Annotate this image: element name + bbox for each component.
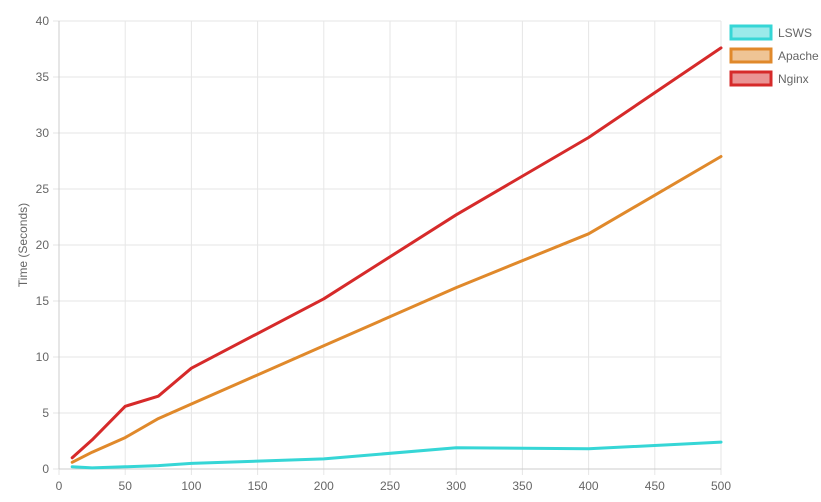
legend-label-apache: Apache [778,49,819,63]
x-tick-label: 0 [56,479,63,493]
legend-item-nginx[interactable]: Nginx [729,70,809,87]
series-lines [70,46,723,470]
y-tick-label: 40 [36,14,50,28]
x-tick-label: 450 [645,479,665,493]
legend-item-apache[interactable]: Apache [729,47,819,64]
y-tick-label: 35 [36,70,50,84]
series-line-nginx [70,46,723,460]
y-tick-label: 0 [42,462,49,476]
legend-swatch-apache [729,47,773,64]
series-line-apache [70,155,723,464]
x-tick-label: 100 [181,479,201,493]
legend[interactable]: LSWS Apache Nginx [729,24,819,87]
x-tick-label: 250 [380,479,400,493]
y-tick-label: 25 [36,182,50,196]
x-tick-label: 500 [711,479,731,493]
y-tick-label: 5 [42,406,49,420]
grid-lines [53,20,722,475]
y-tick-label: 30 [36,126,50,140]
y-tick-label: 20 [36,238,50,252]
legend-label-nginx: Nginx [778,72,809,86]
x-tick-label: 50 [119,479,133,493]
legend-swatch-nginx [729,70,773,87]
x-tick-label: 300 [446,479,466,493]
y-axis-title: Time (Seconds) [16,203,30,287]
x-tick-label: 150 [248,479,268,493]
y-tick-label: 10 [36,350,50,364]
legend-label-lsws: LSWS [778,26,812,40]
x-tick-label: 350 [512,479,532,493]
y-tick-label: 15 [36,294,50,308]
axes: 0 50 100 150 200 250 300 350 400 450 500 0 5 10 15 20 25… [36,14,732,493]
x-tick-label: 400 [579,479,599,493]
x-tick-label: 200 [314,479,334,493]
series-line-lsws [70,440,723,470]
legend-item-lsws[interactable]: LSWS [729,24,812,41]
legend-swatch-lsws [729,24,773,41]
